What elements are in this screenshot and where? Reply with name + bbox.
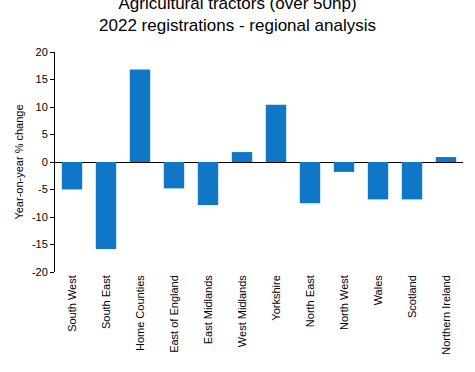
svg-text:North West: North West <box>338 275 350 330</box>
svg-text:West Midlands: West Midlands <box>236 275 248 347</box>
svg-text:East of England: East of England <box>168 275 180 353</box>
svg-text:10: 10 <box>36 101 48 113</box>
svg-text:South West: South West <box>66 275 78 332</box>
svg-text:Scotland: Scotland <box>406 275 418 318</box>
svg-text:Yorkshire: Yorkshire <box>270 275 282 320</box>
svg-text:North East: North East <box>304 275 316 327</box>
svg-text:Agricultural tractors (over 50: Agricultural tractors (over 50hp)2022 re… <box>99 0 376 35</box>
svg-text:-15: -15 <box>32 238 48 250</box>
svg-text:Home Counties: Home Counties <box>134 275 146 351</box>
svg-text:0: 0 <box>42 156 48 168</box>
svg-text:5: 5 <box>42 128 48 140</box>
svg-text:-10: -10 <box>32 211 48 223</box>
svg-text:-20: -20 <box>32 266 48 278</box>
svg-text:Year-on-year % change: Year-on-year % change <box>13 104 25 219</box>
svg-text:-5: -5 <box>38 183 48 195</box>
svg-text:South East: South East <box>100 275 112 329</box>
svg-text:Northern Ireland: Northern Ireland <box>440 275 452 355</box>
svg-text:Wales: Wales <box>372 275 384 306</box>
svg-text:East Midlands: East Midlands <box>202 275 214 345</box>
svg-text:15: 15 <box>36 73 48 85</box>
svg-text:20: 20 <box>36 46 48 58</box>
